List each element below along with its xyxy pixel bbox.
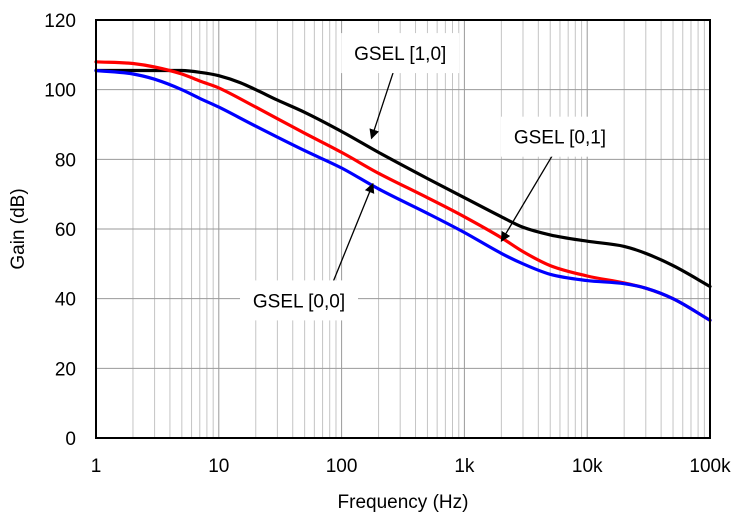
x-tick-label: 100 bbox=[326, 456, 358, 477]
x-tick-label: 100k bbox=[689, 456, 731, 477]
x-tick-label: 10k bbox=[572, 456, 603, 477]
y-tick-label: 0 bbox=[65, 429, 76, 450]
y-tick-label: 20 bbox=[55, 359, 76, 380]
annotation-box bbox=[341, 33, 460, 74]
y-tick-label: 40 bbox=[55, 290, 76, 311]
y-tick-label: 120 bbox=[44, 11, 76, 32]
annotation-label: GSEL [0,1] bbox=[514, 128, 606, 149]
x-tick-label: 10 bbox=[208, 456, 229, 477]
x-axis-title: Frequency (Hz) bbox=[338, 492, 469, 513]
annotation-arrow bbox=[331, 182, 375, 285]
annotations: GSEL [1,0] GSEL [0,1] GSEL [0,0] bbox=[240, 33, 619, 321]
y-axis-title: Gain (dB) bbox=[8, 188, 29, 269]
x-tick-label: 1k bbox=[454, 456, 475, 477]
y-tick-label: 100 bbox=[44, 81, 76, 102]
plot-frame bbox=[95, 19, 711, 439]
series-line-gsel-1-0 bbox=[94, 68, 712, 289]
y-tick-label: 80 bbox=[55, 150, 76, 171]
x-tick-label: 1 bbox=[91, 456, 102, 477]
annotation-arrow bbox=[500, 152, 555, 243]
annotation-label: GSEL [0,0] bbox=[253, 291, 345, 312]
grid bbox=[96, 20, 710, 438]
annotation-arrow bbox=[369, 68, 395, 140]
annotation-label: GSEL [1,0] bbox=[354, 44, 446, 65]
series-line-gsel-0-0 bbox=[94, 68, 712, 322]
y-tick-label: 60 bbox=[55, 220, 76, 241]
tick-labels: 1 10 100 1k 10k 100k 0 20 40 60 80 100 120 bbox=[44, 11, 731, 477]
series-lines bbox=[94, 60, 712, 322]
annotation-box bbox=[500, 116, 619, 157]
annotation-box bbox=[240, 280, 359, 321]
